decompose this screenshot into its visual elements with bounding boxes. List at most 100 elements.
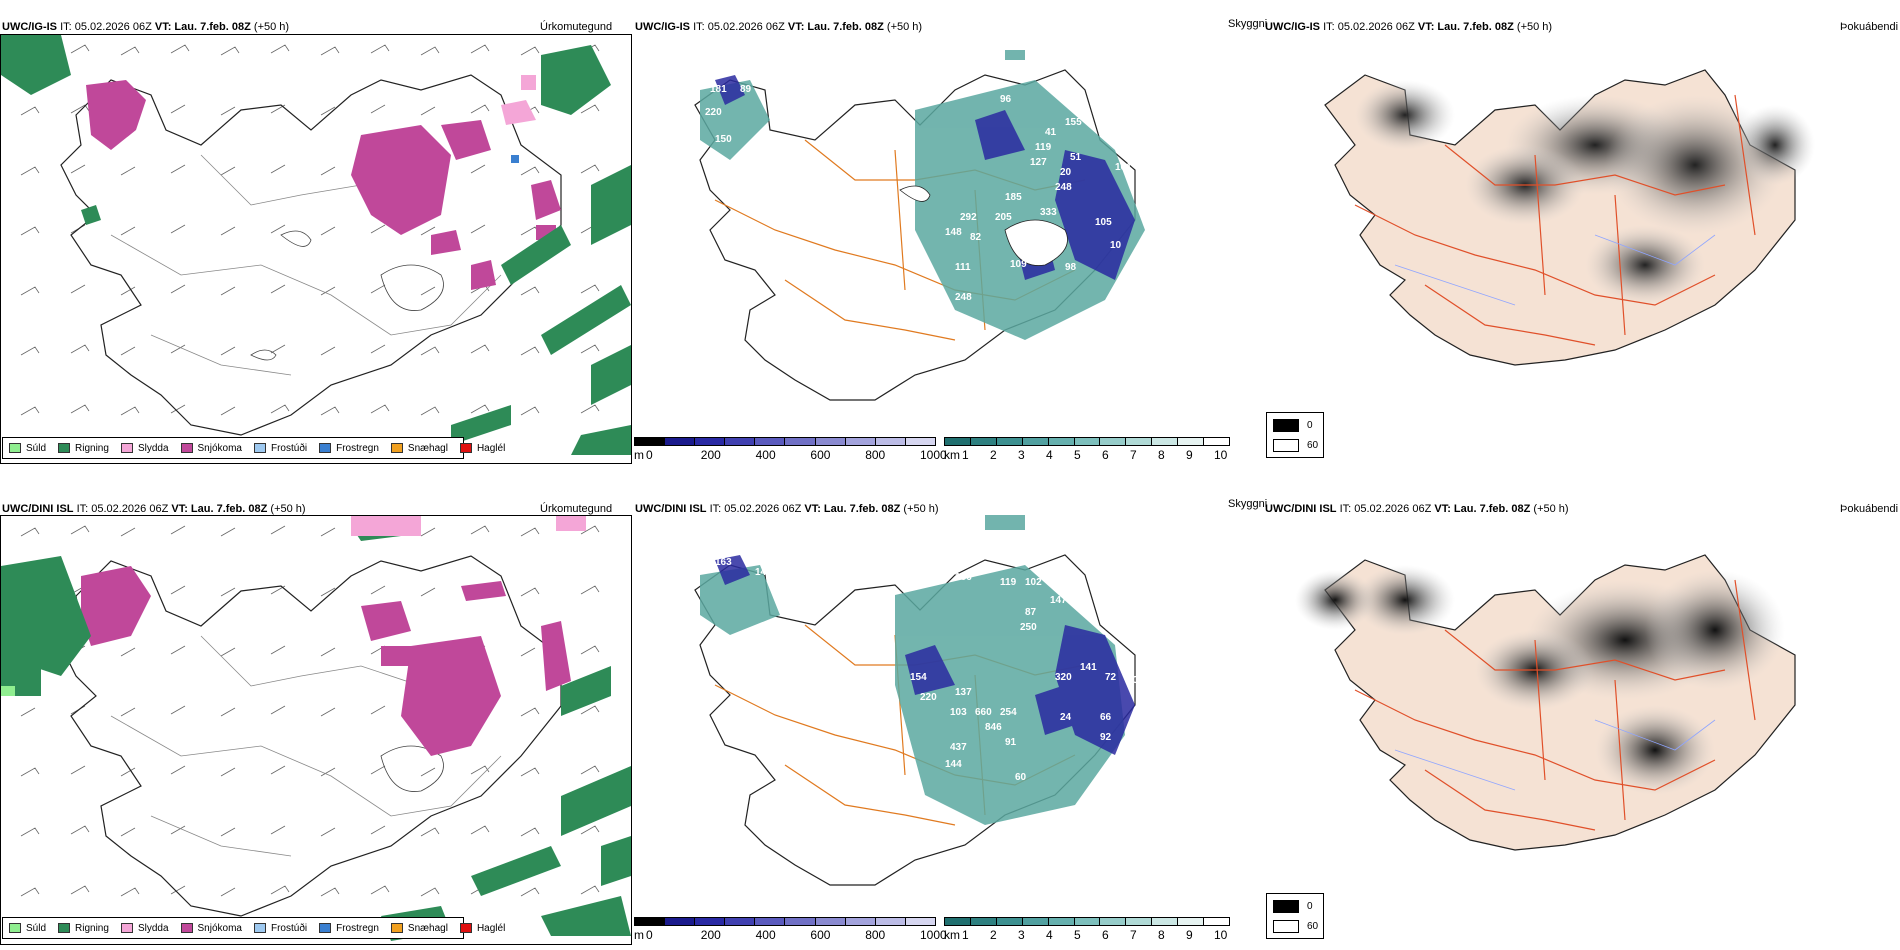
colorbar-segment [1204, 918, 1229, 925]
colorbar-unit: km [944, 448, 960, 462]
precip-map-row2[interactable] [0, 515, 632, 945]
precip-map-row1[interactable] [0, 34, 632, 464]
colorbar-segment [945, 438, 971, 445]
legend-item-snow: Snjókoma [180, 442, 242, 454]
init-time: IT: 05.02.2026 06Z [60, 21, 152, 33]
legend-item-graupel: Snæhagl [390, 443, 448, 454]
legend-item-sleet: Slydda [120, 442, 169, 454]
legend-item-sudd: Súld [9, 443, 46, 454]
precip-legend-row1: Súld Rigning Slydda Snjókoma Frostúði Fr… [2, 437, 505, 459]
legend-item-hail: Haglél [459, 923, 505, 934]
legend-label: Haglél [476, 442, 506, 454]
fog-map-row2[interactable] [1295, 520, 1855, 890]
svg-text:185: 185 [1005, 192, 1022, 203]
legend-label: Snjókoma [197, 442, 242, 454]
colorbar-segment [905, 438, 935, 445]
vis-map-row2[interactable]: 163 148 119 102 186 147 87 250 80 51 154… [655, 515, 1175, 915]
colorbar-tick-label: 600 [810, 448, 831, 462]
colorbar-tick-label: 4 [1046, 928, 1053, 942]
valid-time-label: VT: [1417, 21, 1435, 33]
rivers [1394, 234, 1716, 306]
colorbar-segment [665, 438, 696, 445]
svg-text:163: 163 [715, 557, 732, 568]
colorbar-segment [1126, 438, 1153, 445]
colorbar-tick-label: 1000 [920, 448, 947, 462]
colorbar-tick-label: 200 [700, 928, 721, 942]
vis-map-row1[interactable]: 181 89 220 150 96 125 155 41 119 127 51 … [655, 30, 1175, 430]
swatch [253, 923, 266, 933]
svg-text:102: 102 [1025, 577, 1042, 588]
colorbar-tick-label: 2 [990, 448, 997, 462]
swatch [390, 923, 403, 933]
colorbar-tick-label: 2 [990, 928, 997, 942]
swatch [120, 923, 133, 933]
colorbar-segment [635, 438, 666, 445]
colorbar-tick-label: 3 [1018, 928, 1025, 942]
svg-text:24: 24 [1060, 712, 1072, 723]
legend-label: Snæhagl [407, 922, 448, 934]
valid-time: Lau. 7.feb. 08Z [174, 21, 251, 33]
valid-time: Lau. 7.feb. 08Z [1437, 21, 1514, 33]
fog-high-label: 60 [1307, 440, 1319, 451]
ceiling-colorbar-row1 [634, 437, 936, 446]
fog-title-row2: Þokuábendi [1840, 503, 1899, 515]
valid-time-label: VT: [787, 21, 805, 33]
legend-label: Slydda [137, 442, 169, 454]
lead-time: (+50 h) [253, 21, 290, 33]
colorbar-tick-label: 800 [865, 928, 886, 942]
svg-text:147: 147 [1050, 595, 1067, 606]
svg-text:119: 119 [1035, 142, 1052, 153]
init-time: IT: 05.02.2026 06Z [693, 21, 785, 33]
colorbar-segment [755, 918, 786, 925]
colorbar-tick-label: 6 [1102, 448, 1109, 462]
colorbar-unit: m [634, 928, 644, 942]
colorbar-segment [996, 438, 1023, 445]
svg-text:105: 105 [1095, 217, 1112, 228]
colorbar-tick-label: 4 [1046, 448, 1053, 462]
colorbar-segment [1022, 438, 1049, 445]
colorbar-tick-label: 800 [865, 448, 886, 462]
legend-label: Snjókoma [197, 922, 242, 934]
lead-time: (+50 h) [270, 503, 306, 515]
snow-areas [81, 566, 571, 756]
colorbar-tick-label: 10 [1214, 928, 1228, 942]
legend-item-rain: Rigning [58, 923, 109, 934]
svg-text:148: 148 [755, 567, 772, 578]
fog-header-row1: UWC/IG-IS IT: 05.02.2026 06Z VT: Lau. 7.… [1265, 21, 1552, 33]
colorbar-segment [725, 438, 756, 445]
colorbar-segment [1126, 918, 1153, 925]
svg-text:161: 161 [1115, 162, 1132, 173]
legend-label: Frostúði [270, 922, 308, 934]
swatch [180, 923, 193, 933]
svg-text:51: 51 [1100, 607, 1112, 618]
svg-text:20: 20 [1060, 167, 1072, 178]
svg-text:87: 87 [1025, 607, 1037, 618]
fog-map-row1[interactable] [1295, 35, 1855, 375]
colorbar-segment [815, 918, 846, 925]
colorbar-segment [996, 918, 1023, 925]
valid-time-label: VT: [804, 503, 821, 515]
colorbar-segment [1022, 918, 1049, 925]
svg-text:155: 155 [1065, 117, 1082, 128]
precip-header-row1: UWC/IG-IS IT: 05.02.2026 06Z VT: Lau. 7.… [2, 21, 289, 33]
visibility-areas [700, 50, 1145, 340]
svg-text:220: 220 [705, 107, 722, 118]
colorbar-segment [1100, 438, 1127, 445]
fog-legend-row2: 0 60 [1266, 893, 1324, 939]
vis-header-row1: UWC/IG-IS IT: 05.02.2026 06Z VT: Lau. 7.… [635, 21, 922, 33]
svg-text:292: 292 [960, 212, 977, 223]
colorbar-segment [1204, 438, 1229, 445]
svg-text:72: 72 [1105, 672, 1117, 683]
model-name: UWC/IG-IS [2, 21, 57, 33]
svg-text:181: 181 [710, 84, 727, 95]
colorbar-segment [945, 918, 971, 925]
svg-text:51: 51 [1070, 152, 1082, 163]
svg-text:111: 111 [955, 262, 971, 273]
colorbar-segment [875, 438, 906, 445]
colorbar-tick-label: 6 [1102, 928, 1109, 942]
colorbar-segment [755, 438, 786, 445]
svg-text:186: 186 [955, 572, 972, 583]
svg-text:220: 220 [920, 692, 937, 703]
swatch [9, 443, 21, 453]
vis-colorbar-row1 [944, 437, 1230, 446]
